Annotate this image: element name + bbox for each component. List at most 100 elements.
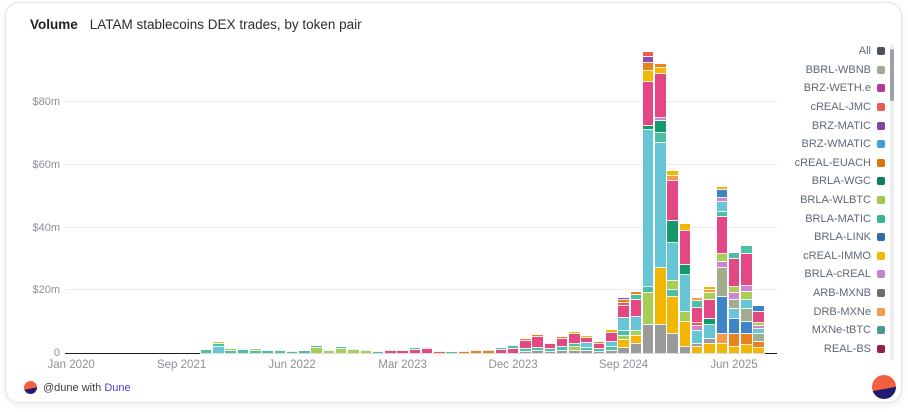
stacked-bar-feb-2022[interactable] — [236, 347, 250, 354]
stacked-bar-apr-2023[interactable] — [408, 347, 422, 355]
bar-segment[interactable] — [715, 210, 729, 218]
bar-segment[interactable] — [617, 305, 630, 320]
bar-segment[interactable] — [740, 344, 753, 354]
bar-segment[interactable] — [654, 72, 667, 119]
bar-segment[interactable] — [666, 333, 679, 354]
bar-segment[interactable] — [727, 308, 741, 320]
stacked-bar-jun-2023[interactable] — [433, 350, 446, 355]
bar-segment[interactable] — [617, 338, 630, 350]
bar-segment[interactable] — [666, 289, 679, 298]
bar-segment[interactable] — [519, 350, 532, 355]
bar-segment[interactable] — [384, 350, 397, 354]
bar-segment[interactable] — [690, 306, 704, 325]
bar-segment[interactable] — [261, 350, 274, 354]
bar-segment[interactable] — [396, 348, 409, 353]
bar-segment[interactable] — [347, 348, 360, 355]
stacked-bar-sep-2024[interactable] — [617, 297, 630, 355]
bar-segment[interactable] — [629, 334, 643, 345]
bar-segment[interactable] — [469, 350, 483, 354]
bar-segment[interactable] — [690, 342, 704, 348]
stacked-bar-aug-2024[interactable] — [604, 329, 618, 354]
stacked-bar-aug-2022[interactable] — [310, 344, 323, 355]
bar-segment[interactable] — [715, 188, 729, 199]
stacked-bar-aug-2023[interactable] — [457, 350, 471, 354]
bar-segment[interactable] — [580, 346, 593, 353]
bar-segment[interactable] — [555, 345, 569, 352]
bar-segment[interactable] — [298, 350, 311, 354]
stacked-bar-nov-2024[interactable] — [641, 50, 655, 355]
bar-segment[interactable] — [752, 340, 765, 350]
stacked-bar-mar-2022[interactable] — [248, 348, 262, 354]
bar-segment[interactable] — [555, 338, 569, 348]
bar-segment[interactable] — [334, 347, 348, 355]
bar-segment[interactable] — [568, 331, 581, 336]
bar-segment[interactable] — [715, 253, 729, 264]
legend-item-mxne-tbtc[interactable]: MXNe-tBTC — [753, 321, 885, 340]
stacked-bar-aug-2025[interactable] — [752, 304, 765, 354]
stacked-bar-feb-2024[interactable] — [531, 334, 544, 354]
bar-segment[interactable] — [592, 343, 606, 351]
bar-segment[interactable] — [568, 349, 581, 355]
bar-segment[interactable] — [666, 295, 679, 336]
bar-segment[interactable] — [580, 350, 593, 354]
stacked-bar-may-2025[interactable] — [715, 185, 729, 355]
stacked-bar-apr-2024[interactable] — [555, 335, 569, 354]
bar-segment[interactable] — [715, 342, 729, 355]
bar-segment[interactable] — [506, 347, 520, 355]
bar-segment[interactable] — [359, 350, 373, 354]
stacked-bar-mar-2025[interactable] — [690, 297, 704, 355]
stacked-bar-jul-2025[interactable] — [740, 245, 753, 354]
bar-segment[interactable] — [420, 346, 434, 351]
bar-segment[interactable] — [285, 349, 299, 353]
bar-segment[interactable] — [261, 348, 274, 352]
stacked-bar-jan-2025[interactable] — [666, 170, 679, 354]
legend-scrollbar-track[interactable] — [890, 44, 894, 360]
bar-segment[interactable] — [690, 300, 704, 309]
bar-segment[interactable] — [519, 340, 532, 350]
bar-segment[interactable] — [433, 350, 446, 355]
bar-segment[interactable] — [715, 333, 729, 345]
bar-segment[interactable] — [641, 129, 655, 289]
bar-segment[interactable] — [543, 343, 557, 351]
bar-segment[interactable] — [506, 345, 520, 350]
bar-segment[interactable] — [752, 322, 765, 328]
bar-segment[interactable] — [604, 340, 618, 349]
bar-segment[interactable] — [433, 350, 446, 353]
stacked-bar-jun-2024[interactable] — [580, 335, 593, 354]
legend-item-bbrl-wbnb[interactable]: BBRL-WBNB — [753, 61, 885, 80]
bar-segment[interactable] — [715, 295, 729, 336]
stacked-bar-oct-2023[interactable] — [482, 348, 495, 355]
legend-item-brz-matic[interactable]: BRZ-MATIC — [753, 116, 885, 135]
bar-segment[interactable] — [531, 350, 544, 354]
bar-segment[interactable] — [641, 286, 655, 295]
legend-item-brla-creal[interactable]: BRLA-cREAL — [753, 265, 885, 284]
bar-segment[interactable] — [654, 66, 667, 75]
bar-segment[interactable] — [580, 342, 593, 349]
bar-segment[interactable] — [703, 298, 716, 320]
bar-segment[interactable] — [654, 132, 667, 144]
bar-segment[interactable] — [666, 174, 679, 182]
stacked-bar-nov-2022[interactable] — [347, 347, 360, 355]
stacked-bar-dec-2024[interactable] — [654, 63, 667, 355]
bar-segment[interactable] — [334, 346, 348, 350]
legend-item-brz-wmatic[interactable]: BRZ-WMATIC — [753, 135, 885, 154]
bar-segment[interactable] — [629, 330, 643, 337]
bar-segment[interactable] — [678, 264, 692, 276]
bar-segment[interactable] — [420, 348, 434, 354]
bar-segment[interactable] — [629, 293, 643, 302]
bar-segment[interactable] — [641, 80, 655, 127]
legend-item-creal-immo[interactable]: cREAL-IMMO — [753, 247, 885, 266]
bar-segment[interactable] — [224, 348, 237, 352]
bar-segment[interactable] — [703, 342, 716, 355]
bar-segment[interactable] — [641, 55, 655, 64]
bar-segment[interactable] — [543, 348, 557, 353]
bar-segment[interactable] — [555, 349, 569, 354]
bar-segment[interactable] — [678, 273, 692, 314]
bar-segment[interactable] — [703, 317, 716, 326]
bar-segment[interactable] — [727, 317, 741, 336]
bar-segment[interactable] — [617, 346, 630, 355]
stacked-bar-jan-2023[interactable] — [371, 350, 385, 354]
bar-segment[interactable] — [641, 61, 655, 72]
bar-segment[interactable] — [224, 349, 237, 355]
bar-segment[interactable] — [531, 334, 544, 339]
